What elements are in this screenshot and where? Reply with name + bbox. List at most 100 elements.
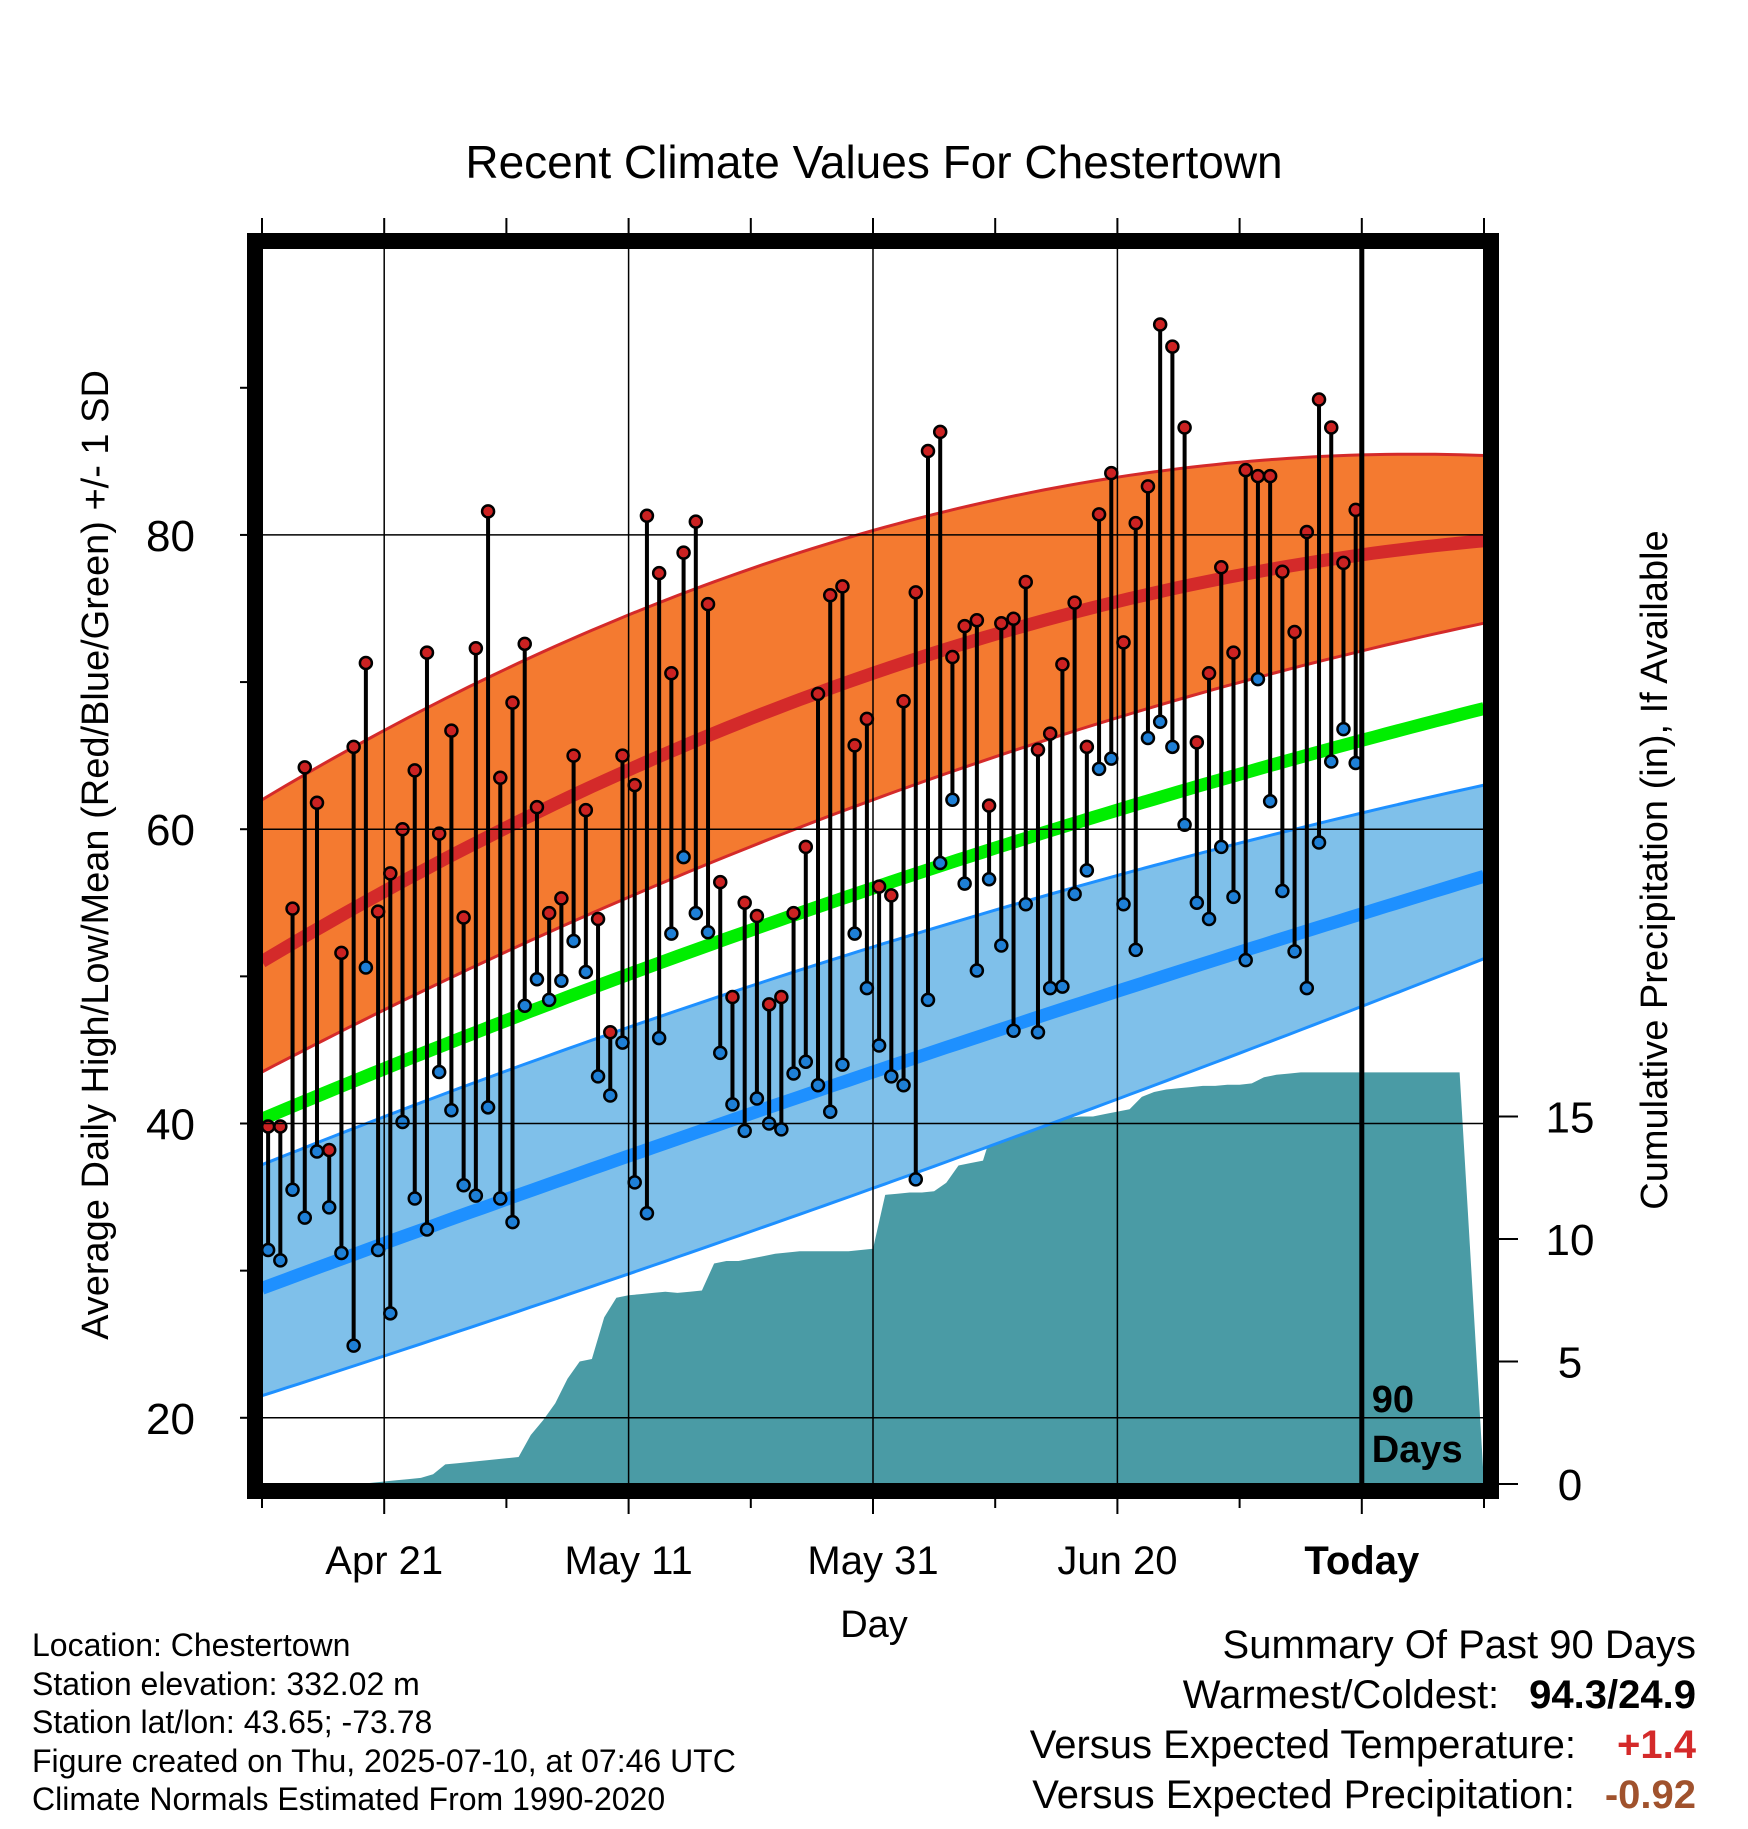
daily-low-point — [1275, 883, 1290, 899]
daily-low-point — [1238, 952, 1253, 968]
daily-low-point — [1006, 1023, 1021, 1039]
daily-high-point — [994, 615, 1009, 631]
daily-low-point — [847, 926, 862, 941]
daily-low-point — [908, 1172, 924, 1187]
x-tick-label: Jun 20 — [1057, 1539, 1177, 1583]
daily-low-point — [749, 1091, 765, 1106]
x-tick-label: May 31 — [807, 1539, 938, 1583]
daily-high-point — [981, 798, 997, 813]
daily-high-point — [578, 802, 594, 818]
daily-low-point — [1214, 839, 1229, 855]
daily-low-point — [969, 963, 985, 978]
daily-low-point — [615, 1035, 630, 1050]
daily-high-point — [297, 760, 313, 775]
daily-high-point — [493, 770, 508, 785]
warm-cold-value: 94.3/24.9 — [1529, 1673, 1696, 1717]
daily-high-point — [1091, 507, 1107, 522]
normals-text: Climate Normals Estimated From 1990-2020 — [32, 1781, 666, 1817]
daily-low-point — [994, 938, 1009, 953]
daily-low-point — [431, 1064, 447, 1080]
daily-high-point — [1262, 468, 1278, 484]
daily-high-point — [859, 711, 875, 727]
daily-high-point — [321, 1142, 337, 1158]
daily-low-point — [1140, 730, 1156, 746]
y-tick-label: 60 — [146, 806, 195, 855]
daily-low-point — [920, 992, 936, 1008]
y2-tick-label: 10 — [1546, 1216, 1595, 1265]
daily-low-point — [346, 1338, 361, 1353]
daily-high-point — [370, 904, 386, 919]
daily-high-point — [1104, 465, 1119, 481]
daily-high-point — [456, 910, 471, 925]
daily-low-point — [1165, 739, 1180, 755]
daily-high-point — [554, 891, 569, 906]
daily-low-point — [1055, 979, 1070, 994]
daily-low-point — [309, 1144, 325, 1159]
daily-high-point — [835, 579, 850, 594]
daily-high-point — [798, 839, 814, 855]
daily-high-point — [884, 888, 899, 903]
daily-low-point — [541, 992, 557, 1008]
daily-high-point — [871, 879, 887, 894]
daily-low-point — [444, 1103, 459, 1118]
daily-low-point — [639, 1206, 655, 1221]
daily-low-point — [871, 1038, 887, 1053]
y2-tick-label: 15 — [1546, 1094, 1595, 1143]
daily-high-point — [431, 826, 447, 841]
daily-high-point — [1287, 624, 1302, 640]
daily-high-point — [737, 895, 752, 911]
today-label: 90 — [1372, 1379, 1414, 1421]
location-text: Location: Chestertown — [32, 1627, 351, 1663]
daily-high-point — [260, 1119, 276, 1134]
daily-high-point — [1214, 560, 1229, 575]
daily-low-point — [725, 1097, 740, 1112]
daily-low-point — [896, 1077, 911, 1093]
daily-high-point — [1128, 515, 1143, 531]
daily-low-point — [884, 1069, 899, 1084]
daily-high-point — [932, 424, 948, 440]
daily-high-point — [1299, 524, 1315, 540]
daily-high-point — [1079, 739, 1095, 755]
daily-low-point — [260, 1242, 276, 1258]
daily-high-point — [847, 738, 862, 753]
daily-high-point — [1018, 574, 1033, 590]
daily-high-point — [957, 618, 972, 634]
daily-low-point — [737, 1123, 752, 1139]
daily-low-point — [578, 964, 594, 980]
daily-high-point — [309, 795, 325, 810]
daily-high-point — [1311, 392, 1327, 407]
daily-low-point — [957, 876, 972, 891]
daily-low-point — [590, 1069, 606, 1084]
chart-title: Recent Climate Values For Chestertown — [465, 136, 1282, 188]
daily-low-point — [554, 973, 569, 989]
daily-low-point — [468, 1188, 484, 1203]
daily-high-point — [1238, 462, 1253, 478]
daily-low-point — [810, 1077, 826, 1093]
daily-high-point — [1324, 420, 1339, 435]
x-tick-label: Today — [1304, 1539, 1420, 1583]
daily-low-point — [456, 1178, 471, 1193]
daily-high-point — [700, 596, 716, 612]
daily-high-point — [627, 777, 642, 793]
daily-low-point — [835, 1057, 850, 1072]
axes: 90 Days 20 40 60 80 Apr 21 May 11 May 31 Jun 20 To… — [146, 218, 1594, 1583]
daily-low-point — [786, 1066, 801, 1081]
daily-high-point — [468, 640, 484, 656]
daily-high-point — [725, 989, 740, 1005]
daily-low-point — [664, 926, 679, 941]
daily-high-point — [969, 613, 985, 628]
daily-low-point — [395, 1114, 410, 1130]
daily-low-point — [1116, 897, 1131, 912]
daily-low-point — [1079, 863, 1095, 878]
daily-low-point — [1311, 835, 1327, 850]
daily-high-point — [1055, 657, 1070, 672]
daily-low-point — [529, 972, 545, 987]
daily-low-point — [407, 1191, 422, 1206]
daily-high-point — [1067, 595, 1082, 610]
daily-high-point — [761, 997, 777, 1012]
y-tick-label: 40 — [146, 1101, 195, 1150]
daily-high-point — [615, 748, 630, 763]
plot-frame — [247, 233, 1499, 1499]
daily-low-point — [505, 1214, 520, 1230]
daily-low-point — [688, 905, 704, 921]
